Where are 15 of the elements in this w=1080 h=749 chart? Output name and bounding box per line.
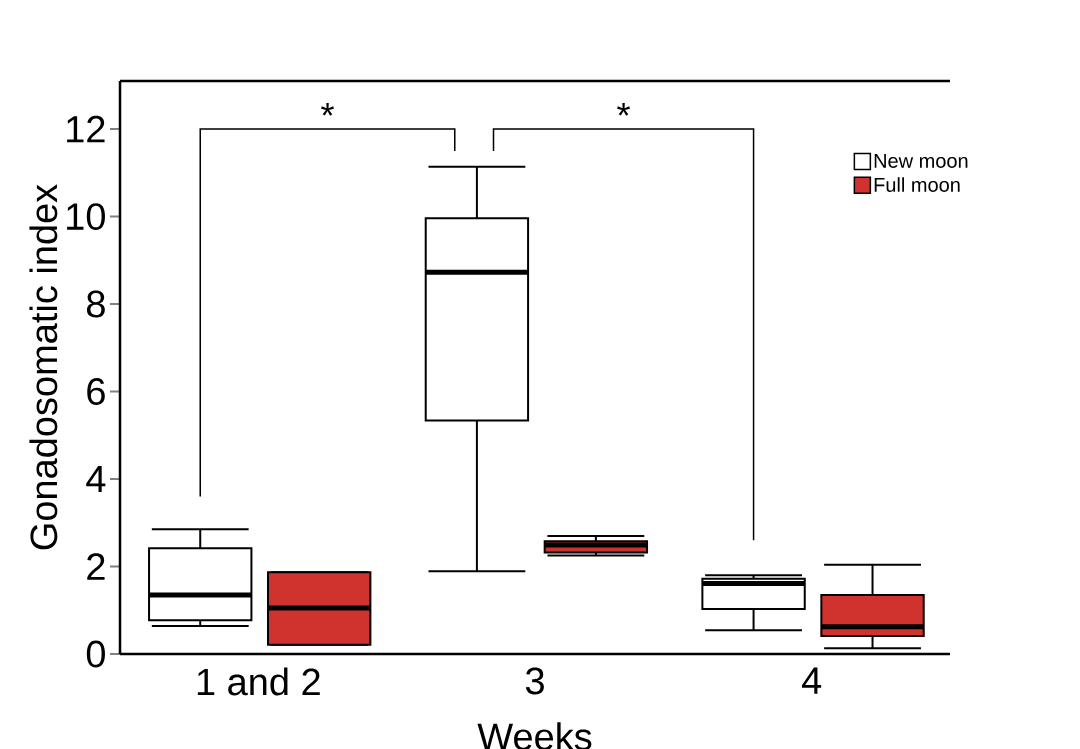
annotation: *	[617, 103, 630, 116]
y-tick-label: 2	[87, 553, 105, 580]
y-tick-label: 8	[86, 290, 105, 318]
y-tick-label: 12	[67, 115, 105, 143]
y-tick-label: 10	[67, 203, 105, 231]
y-tick-label: 0	[86, 640, 105, 668]
x-tick-label: 4	[801, 667, 822, 694]
y-tick-label: 4	[86, 465, 106, 493]
annotation: *	[321, 103, 334, 116]
x-tick-label: 1 and 2	[197, 667, 320, 696]
legend-label: New moon	[874, 153, 968, 168]
legend-label: Full moon	[874, 177, 960, 192]
y-axis-title: Gonadosomatic index	[29, 184, 58, 550]
x-tick-label: 3	[525, 667, 544, 695]
y-tick-label: 6	[87, 378, 105, 405]
